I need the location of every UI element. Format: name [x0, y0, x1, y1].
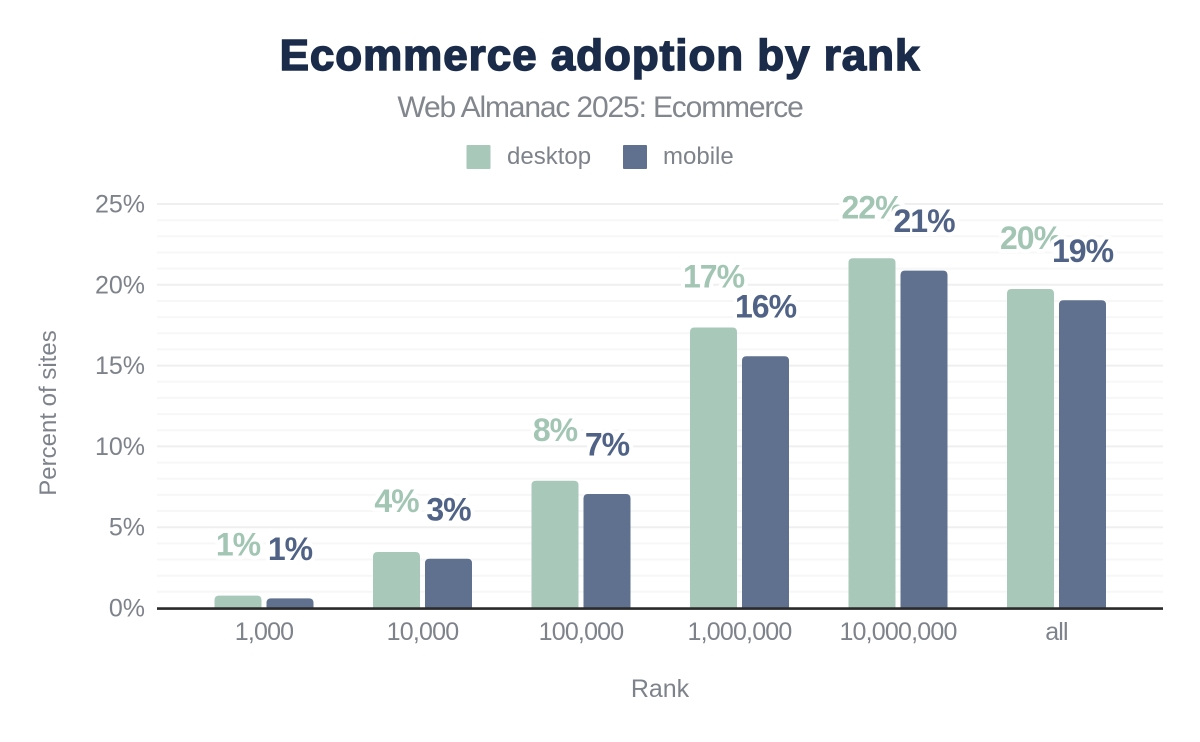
svg-text:10%: 10%	[95, 433, 145, 461]
svg-text:4%: 4%	[374, 483, 419, 519]
svg-text:20%: 20%	[95, 271, 145, 299]
svg-text:7%: 7%	[585, 427, 630, 463]
svg-text:Web Almanac 2025: Ecommerce: Web Almanac 2025: Ecommerce	[397, 91, 803, 124]
svg-text:21%: 21%	[893, 203, 955, 239]
svg-text:5%: 5%	[109, 514, 145, 542]
svg-text:8%: 8%	[533, 412, 578, 448]
svg-text:all: all	[1045, 618, 1068, 646]
svg-text:15%: 15%	[95, 352, 145, 380]
svg-text:10,000: 10,000	[387, 618, 459, 646]
svg-text:1%: 1%	[216, 527, 261, 563]
svg-text:1%: 1%	[268, 531, 313, 567]
svg-text:20%: 20%	[1000, 220, 1062, 256]
svg-text:25%: 25%	[95, 191, 145, 219]
svg-text:19%: 19%	[1052, 233, 1114, 269]
svg-text:16%: 16%	[735, 289, 797, 325]
svg-text:22%: 22%	[841, 189, 903, 225]
svg-text:0%: 0%	[109, 595, 145, 623]
svg-text:1,000: 1,000	[235, 618, 294, 646]
svg-text:1,000,000: 1,000,000	[687, 618, 791, 646]
svg-text:Percent of sites: Percent of sites	[35, 330, 62, 495]
svg-text:3%: 3%	[426, 491, 471, 527]
svg-text:desktop: desktop	[507, 143, 591, 170]
svg-text:17%: 17%	[683, 259, 745, 295]
svg-text:mobile: mobile	[663, 143, 734, 170]
svg-text:10,000,000: 10,000,000	[839, 618, 956, 646]
svg-text:Rank: Rank	[631, 675, 690, 703]
svg-text:100,000: 100,000	[539, 618, 624, 646]
svg-text:Ecommerce adoption by rank: Ecommerce adoption by rank	[280, 31, 921, 80]
